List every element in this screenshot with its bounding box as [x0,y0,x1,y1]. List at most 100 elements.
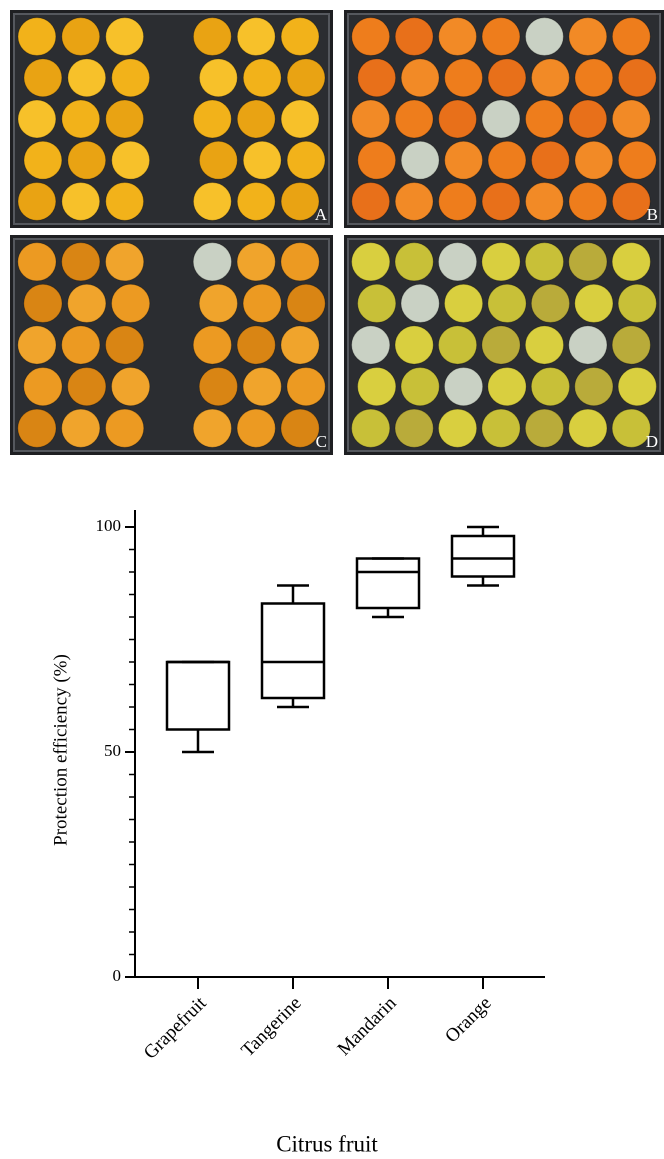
fruit [281,409,319,447]
fruit [287,367,325,405]
fruit [438,409,476,447]
fruit [438,326,476,364]
panel-label: B [647,205,658,224]
fruit [482,326,520,364]
fruit [395,18,433,56]
fruit [352,182,390,220]
fruit [237,243,275,281]
fruit [395,100,433,138]
fruit [482,409,520,447]
fruit [569,18,607,56]
fruit [281,182,319,220]
y-axis-label: Protection efficiency (%) [50,654,71,846]
fruit [358,141,396,179]
fruit [618,284,656,322]
fruit [569,100,607,138]
fruit [618,367,656,405]
y-tick-label: 0 [113,966,122,985]
fruit [439,182,477,220]
fruit [618,59,656,97]
fruit [352,243,390,281]
x-tick-label: Mandarin [334,992,401,1059]
fruit [106,326,144,364]
fruit [281,326,319,364]
fruit [18,409,56,447]
fruit [281,100,319,138]
fruit [531,284,569,322]
fruit [281,18,319,56]
fruit [488,141,526,179]
fruit [68,59,106,97]
fruit [488,284,526,322]
fruit [525,326,563,364]
fruit [287,141,325,179]
fruit [575,367,613,405]
fruit [237,100,275,138]
fruit [569,326,607,364]
fruit [112,141,150,179]
fruit [358,59,396,97]
fruit [439,18,477,56]
fruit [243,284,281,322]
fruit [243,367,281,405]
fruit [612,243,650,281]
fruit [612,326,650,364]
fruit [612,182,650,220]
fruit [395,243,433,281]
fruit [439,100,477,138]
fruit [193,18,231,56]
fruit [618,141,656,179]
y-tick-label: 100 [96,516,122,535]
fruit [525,100,563,138]
fruit [62,243,100,281]
fruit [358,284,396,322]
fruit [525,182,563,220]
fruit [18,243,56,281]
y-tick-label: 50 [104,741,121,760]
fruit [237,182,275,220]
fruit [482,243,520,281]
fruit [401,59,439,97]
fruit [24,367,62,405]
fruit [352,18,390,56]
fruit [488,367,526,405]
fruit [569,409,607,447]
fruit [488,59,526,97]
fruit [199,141,237,179]
fruit [281,243,319,281]
box [167,662,229,730]
fruit [68,284,106,322]
fruit [237,326,275,364]
fruit [612,409,650,447]
box [357,559,419,609]
fruit [237,18,275,56]
fruit [18,326,56,364]
fruit [193,409,231,447]
fruit [243,141,281,179]
figure: ABCD Protection efficiency (%) Citrus fr… [0,0,664,1159]
fruit [612,18,650,56]
fruit [575,59,613,97]
fruit [193,326,231,364]
fruit [62,182,100,220]
x-axis-label: Citrus fruit [276,1131,378,1156]
fruit [106,409,144,447]
fruit [193,243,231,281]
fruit [62,100,100,138]
fruit [482,100,520,138]
x-tick-label: Grapefruit [140,992,211,1063]
fruit [395,326,433,364]
fruit [243,59,281,97]
fruit [401,284,439,322]
fruit [401,367,439,405]
fruit [438,243,476,281]
fruit [62,409,100,447]
fruit [112,59,150,97]
fruit [24,284,62,322]
fruit [395,182,433,220]
fruit [444,284,482,322]
panel-label: C [316,432,327,451]
box [452,536,514,577]
fruit [18,18,56,56]
